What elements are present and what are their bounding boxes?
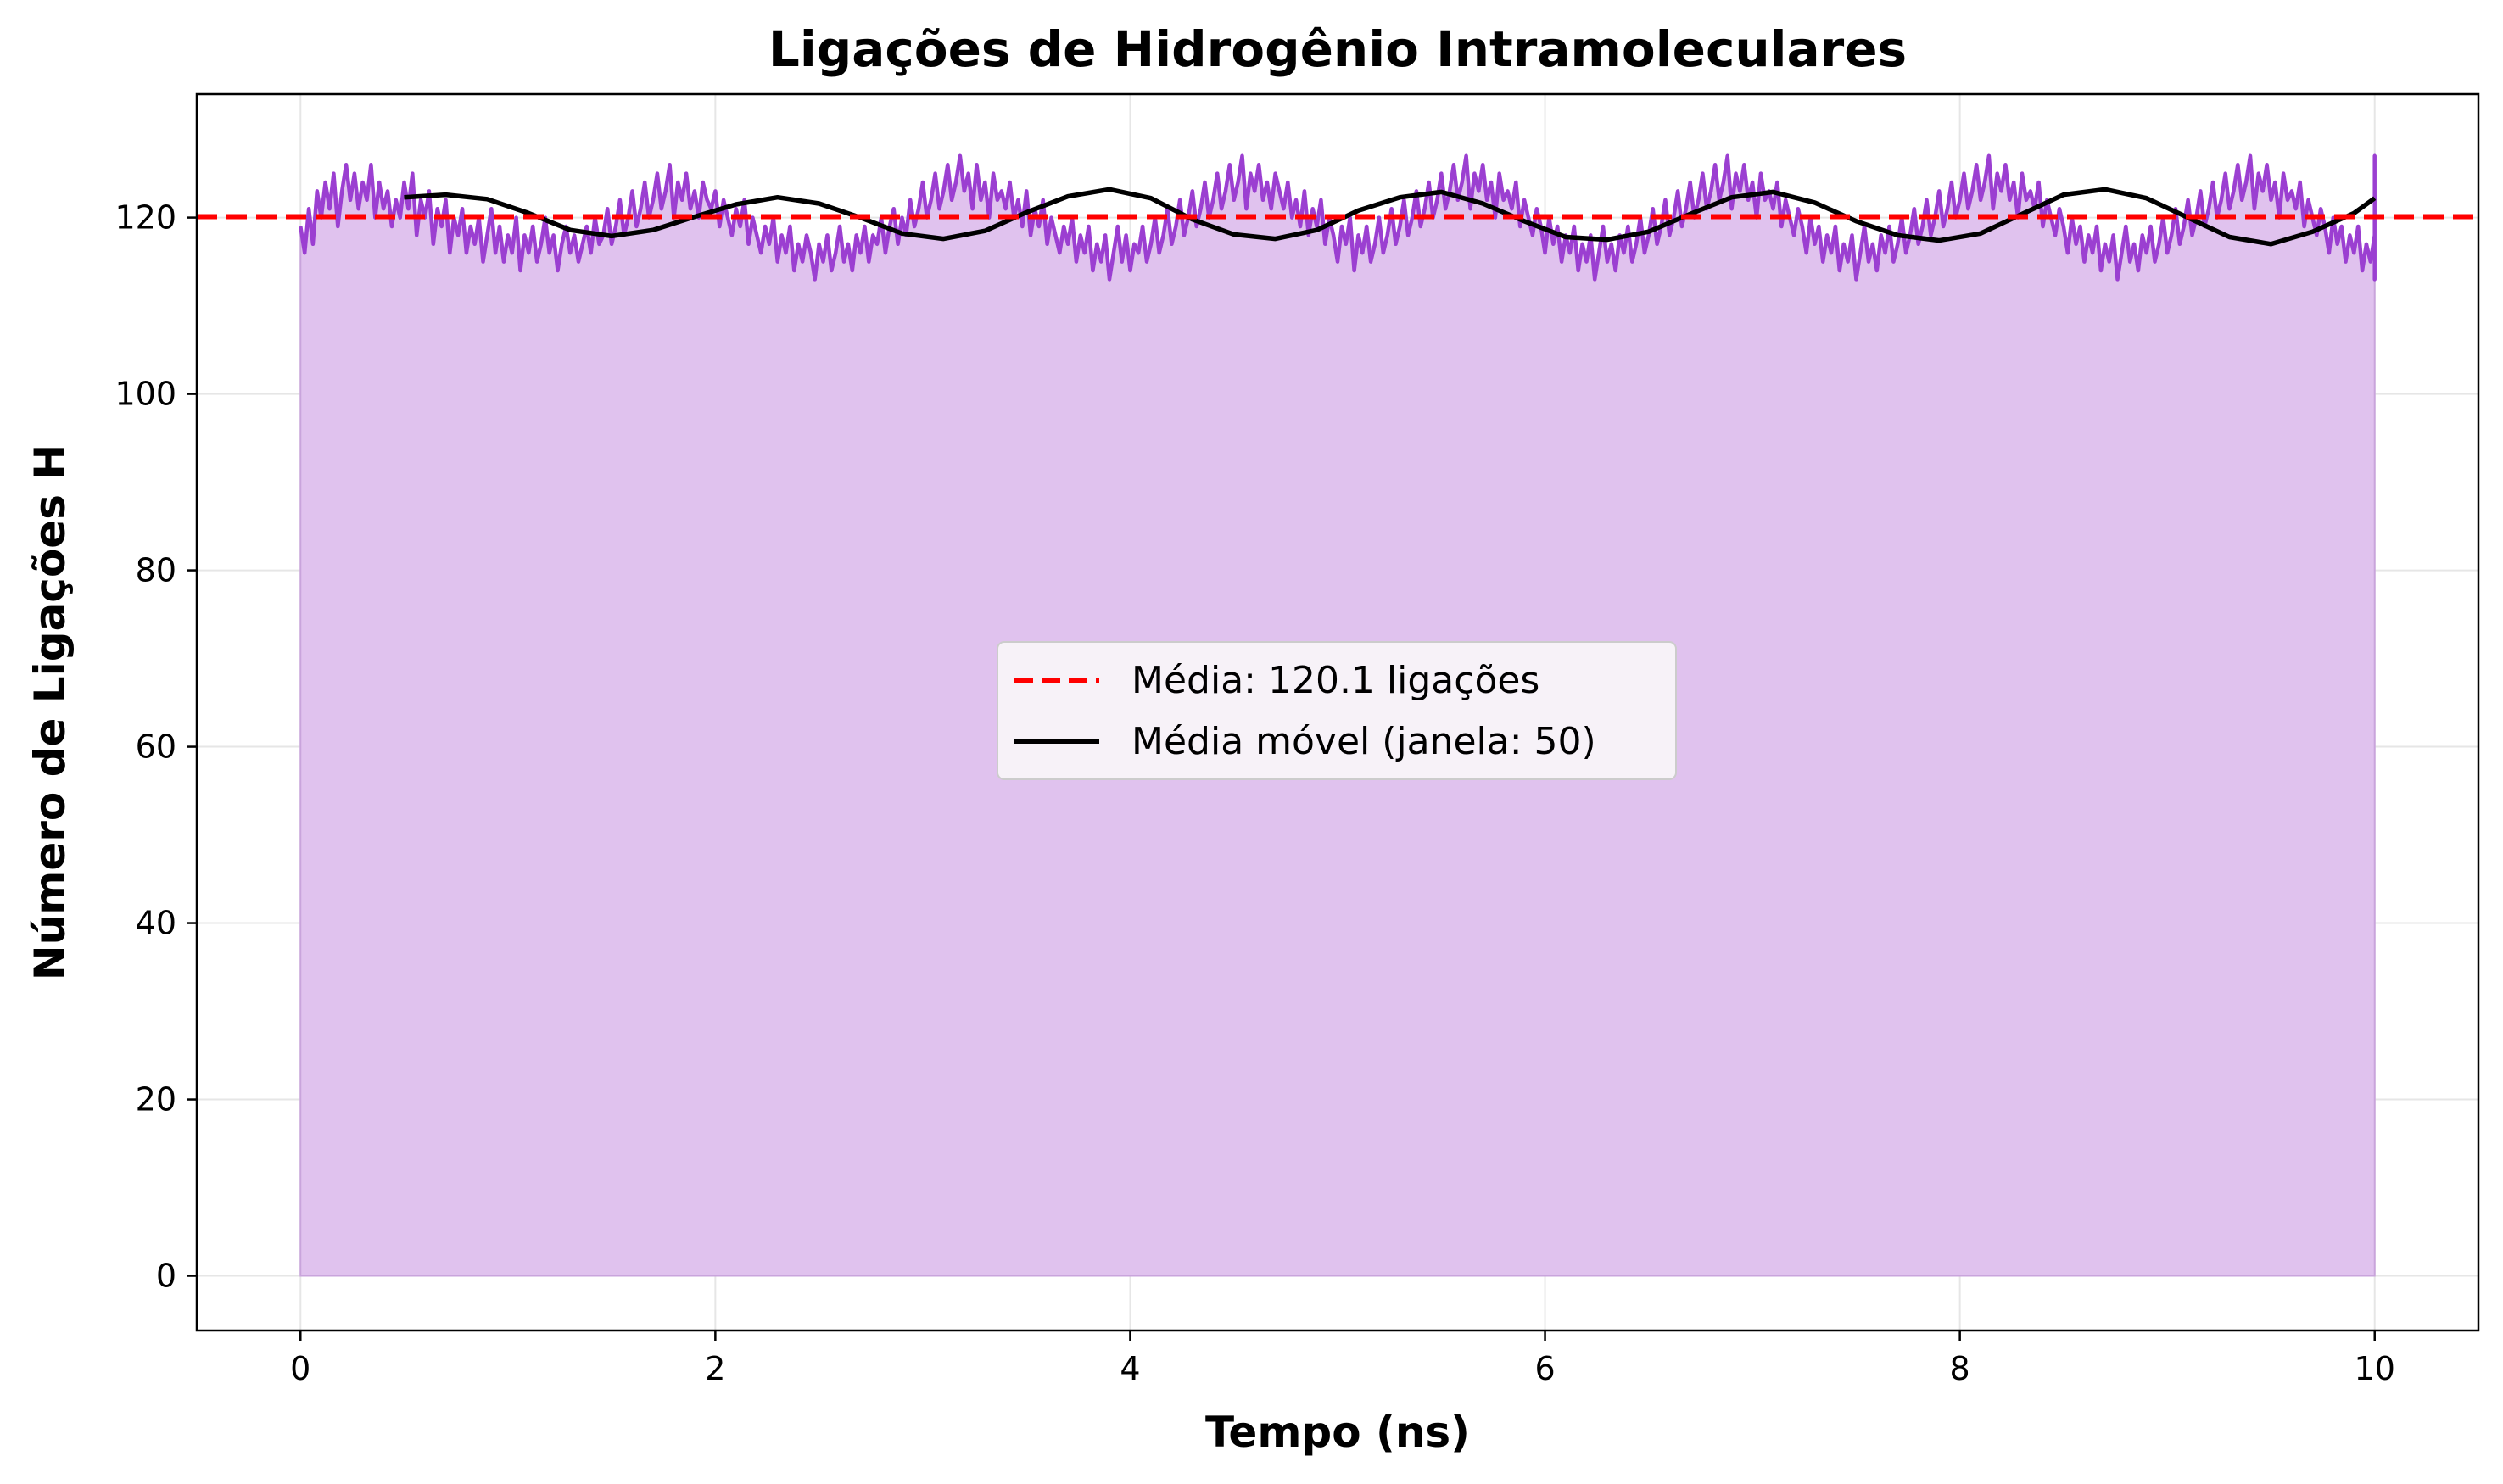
x-tick-label: 10 (2355, 1350, 2395, 1387)
y-tick-label: 60 (136, 728, 176, 766)
y-tick-label: 120 (115, 199, 176, 237)
legend: Média: 120.1 ligações Média móvel (janel… (997, 641, 1677, 780)
chart-title: Ligações de Hidrogênio Intramoleculares (768, 20, 1907, 78)
x-tick-label: 0 (290, 1350, 310, 1387)
y-axis-ticks: 0 20 40 60 80 100 120 (115, 199, 197, 1295)
x-tick-label: 2 (705, 1350, 725, 1387)
x-axis-ticks: 0 2 4 6 8 10 (290, 1331, 2395, 1387)
lines-layer (197, 153, 2478, 282)
legend-moving-average-label: Média móvel (janela: 50) (1131, 720, 1596, 763)
y-tick-label: 40 (136, 905, 176, 942)
x-tick-label: 4 (1120, 1350, 1140, 1387)
legend-box (997, 641, 1677, 780)
x-axis-title: Tempo (ns) (1205, 1408, 1470, 1457)
y-tick-label: 20 (136, 1081, 176, 1119)
legend-mean-label: Média: 120.1 ligações (1131, 659, 1539, 702)
x-tick-label: 8 (1950, 1350, 1970, 1387)
y-tick-label: 100 (115, 376, 176, 413)
plot-frame (195, 92, 2480, 1332)
y-axis-title: Número de Ligações H (25, 444, 75, 980)
moving-average-line (404, 187, 2377, 247)
x-tick-label: 6 (1534, 1350, 1555, 1387)
y-tick-label: 80 (136, 552, 176, 589)
y-tick-label: 0 (156, 1258, 176, 1295)
